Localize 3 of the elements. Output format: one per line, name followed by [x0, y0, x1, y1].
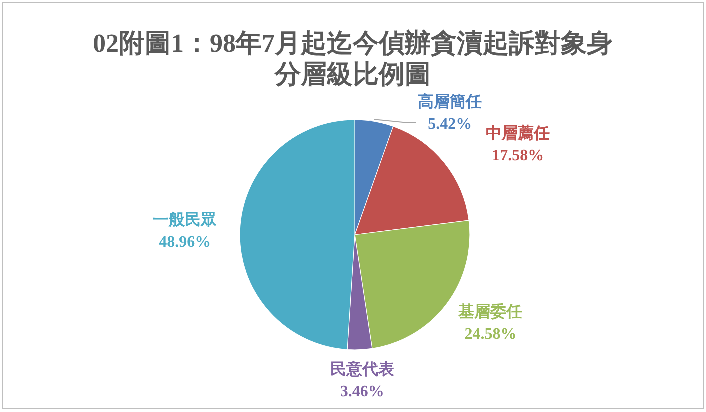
- data-label: 5.42%: [428, 116, 472, 133]
- title: 02附圖1：98年7月起迄今偵辦貪瀆起訴對象身分層級比例圖: [93, 29, 613, 89]
- slice-label: 高層簡任: [418, 92, 482, 111]
